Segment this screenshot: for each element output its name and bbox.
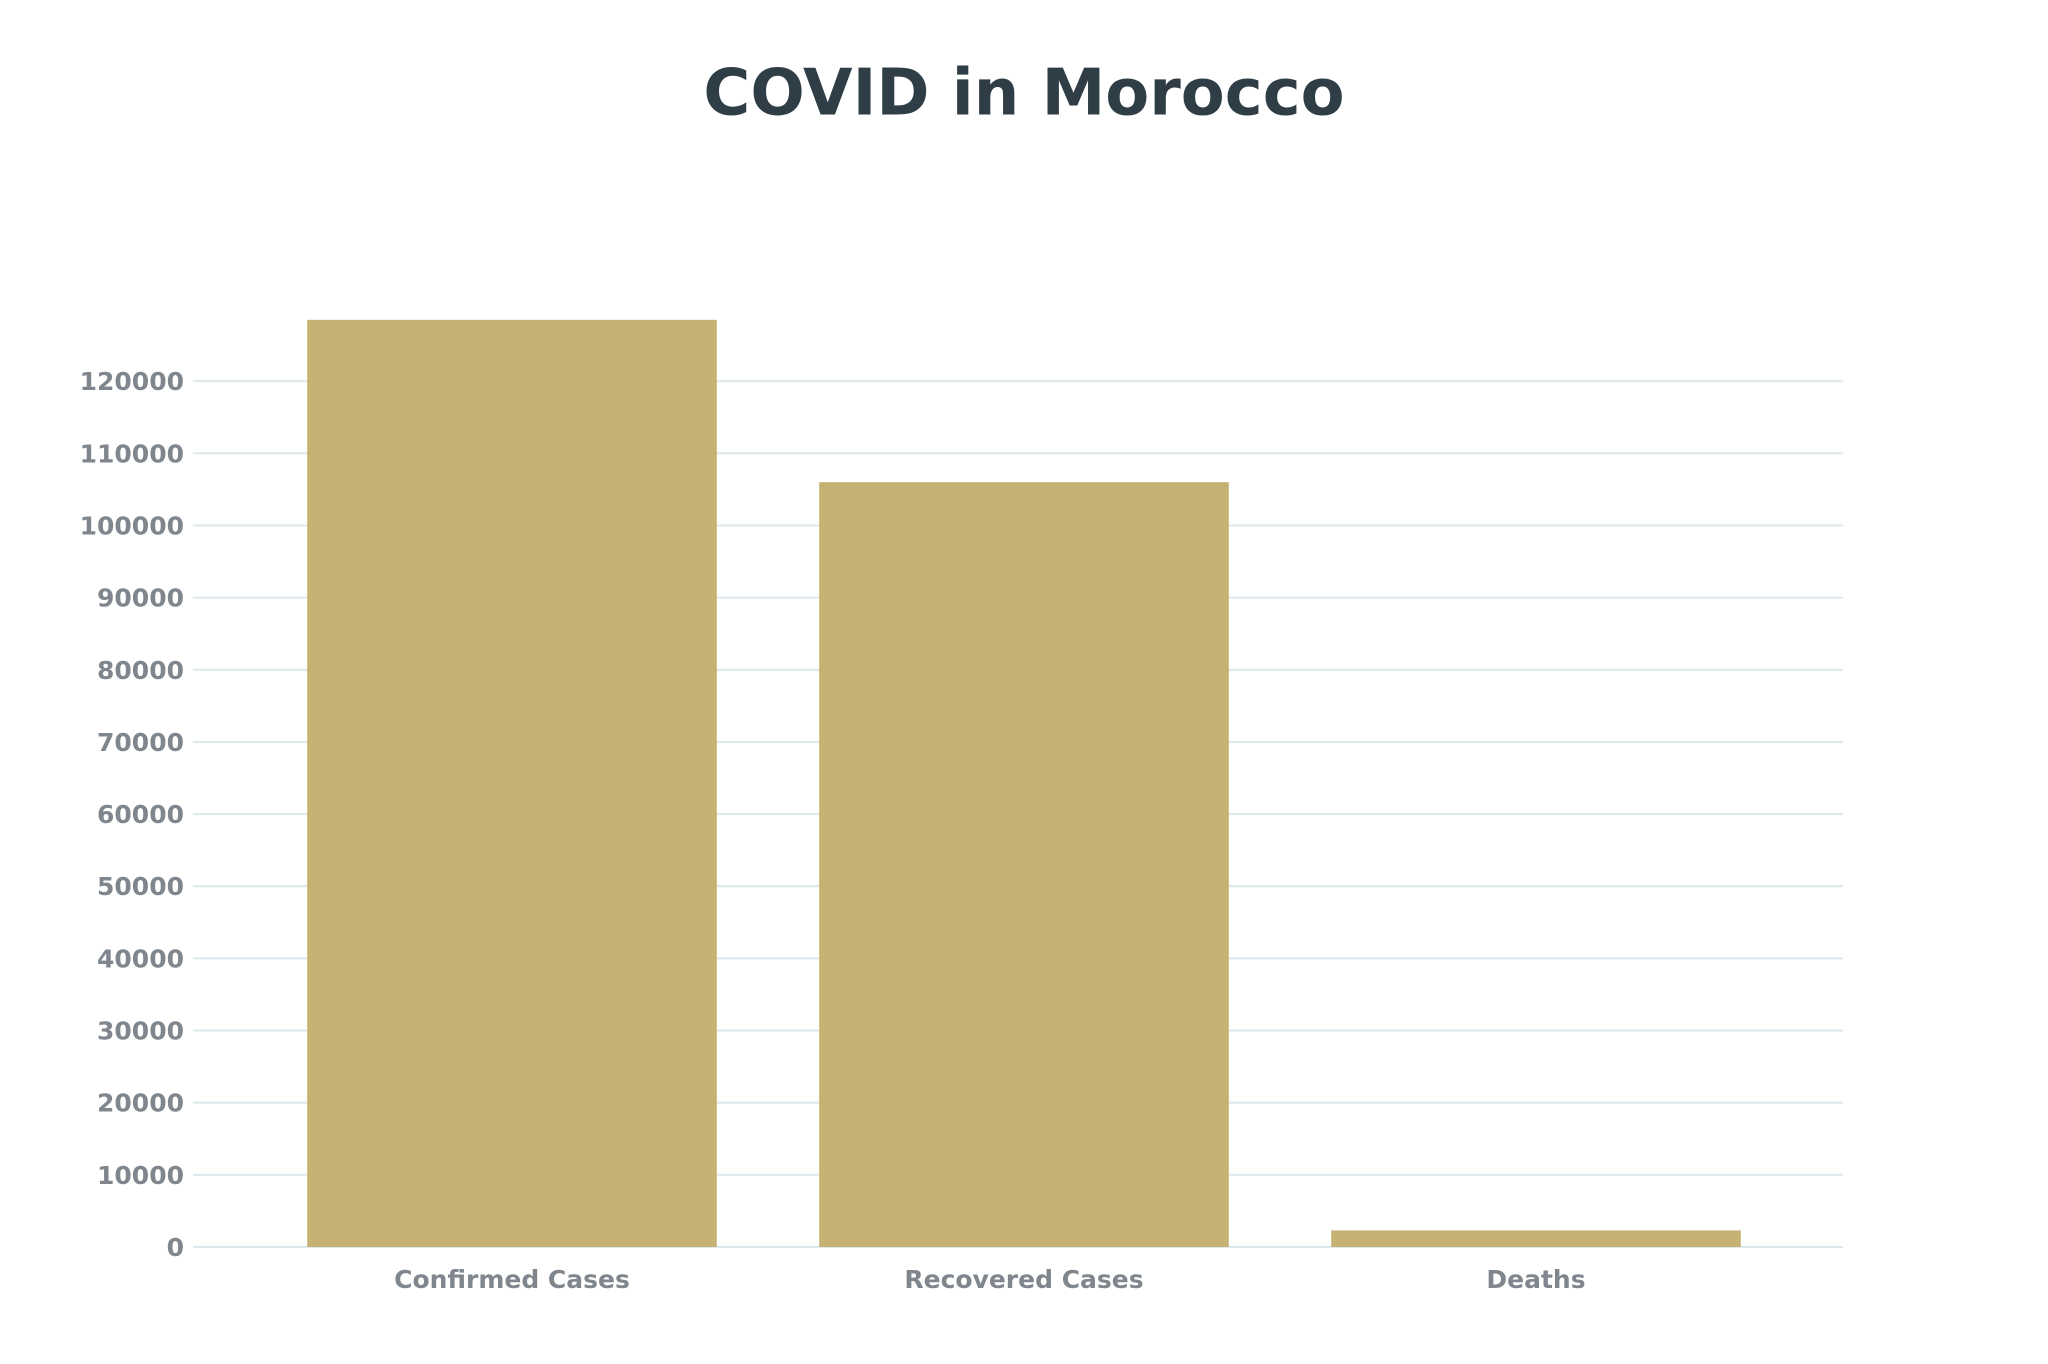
x-tick-label: Recovered Cases bbox=[904, 1265, 1143, 1294]
y-tick-label: 20000 bbox=[97, 1089, 184, 1118]
y-tick-label: 110000 bbox=[80, 439, 184, 468]
y-tick-label: 70000 bbox=[97, 728, 184, 757]
y-tick-label: 100000 bbox=[80, 511, 184, 540]
y-tick-label: 90000 bbox=[97, 584, 184, 613]
y-tick-label: 40000 bbox=[97, 944, 184, 973]
y-tick-label: 120000 bbox=[80, 367, 184, 396]
y-tick-label: 10000 bbox=[97, 1161, 184, 1190]
x-tick-label: Deaths bbox=[1486, 1265, 1585, 1294]
chart-title: COVID in Morocco bbox=[703, 57, 1344, 131]
y-tick-label: 60000 bbox=[97, 800, 184, 829]
y-tick-label: 80000 bbox=[97, 656, 184, 685]
x-tick-label: Confirmed Cases bbox=[394, 1265, 630, 1294]
y-tick-label: 30000 bbox=[97, 1017, 184, 1046]
bar bbox=[819, 482, 1229, 1248]
y-tick-label: 0 bbox=[167, 1233, 184, 1262]
bar bbox=[307, 319, 717, 1247]
y-tick-label: 50000 bbox=[97, 872, 184, 901]
bar bbox=[1331, 1230, 1741, 1247]
